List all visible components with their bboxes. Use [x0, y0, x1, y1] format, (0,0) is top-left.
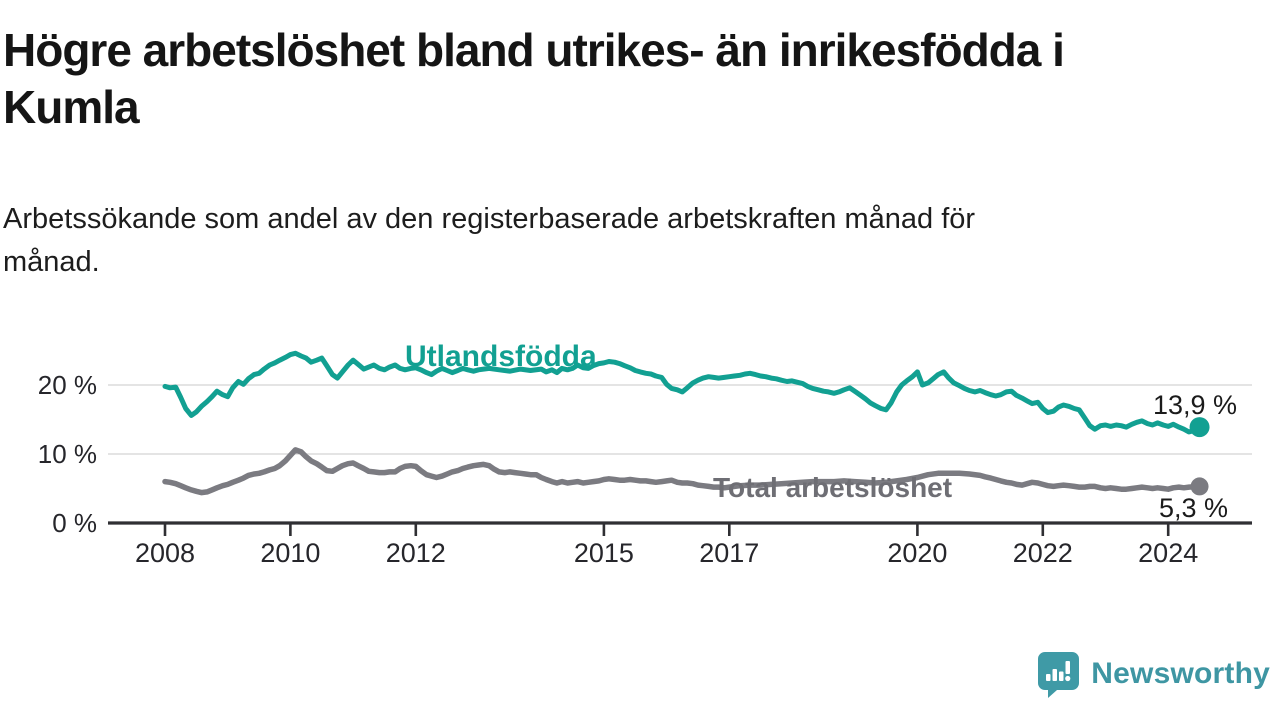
series-line-utlandsfodda: [162, 350, 1202, 435]
x-axis-tick-label: 2024: [1138, 538, 1198, 568]
page-title: Högre arbetslöshet bland utrikes- än inr…: [3, 22, 1065, 136]
x-axis-tick-label: 2012: [386, 538, 446, 568]
subtitle-line-1: Arbetssökande som andel av den registerb…: [3, 203, 976, 235]
chart-subtitle: Arbetssökande som andel av den registerb…: [3, 198, 975, 284]
x-axis-tick-label: 2017: [699, 538, 759, 568]
series-end-dot-utlandsfodda: [1189, 417, 1210, 438]
subtitle-line-2: månad.: [3, 246, 100, 278]
series-label-utlandsfodda: Utlandsfödda: [405, 340, 597, 373]
x-axis-tick-label: 2020: [887, 538, 947, 568]
y-axis-tick-label: 0 %: [52, 508, 97, 538]
series-label-total-arbetsloshet: Total arbetslöshet: [713, 472, 952, 503]
series-line-total: [162, 447, 1203, 496]
brand-name: Newsworthy: [1091, 657, 1270, 690]
x-axis-tick-label: 2010: [260, 538, 320, 568]
y-axis-tick-label: 10 %: [38, 439, 97, 469]
newsworthy-logo-icon: [1038, 652, 1080, 698]
title-line-1: Högre arbetslöshet bland utrikes- än inr…: [3, 24, 1065, 76]
newsworthy-brand: Newsworthy: [1036, 650, 1270, 698]
x-axis-tick-label: 2015: [574, 538, 634, 568]
y-axis-tick-label: 20 %: [38, 370, 97, 400]
series-end-dot-total: [1190, 477, 1209, 496]
title-line-2: Kumla: [3, 81, 140, 133]
x-axis-tick-label: 2022: [1013, 538, 1073, 568]
x-axis-tick-label: 2008: [135, 538, 195, 568]
end-value-label-utlandsfodda: 13,9 %: [1153, 390, 1237, 420]
end-value-label-total: 5,3 %: [1159, 493, 1228, 523]
